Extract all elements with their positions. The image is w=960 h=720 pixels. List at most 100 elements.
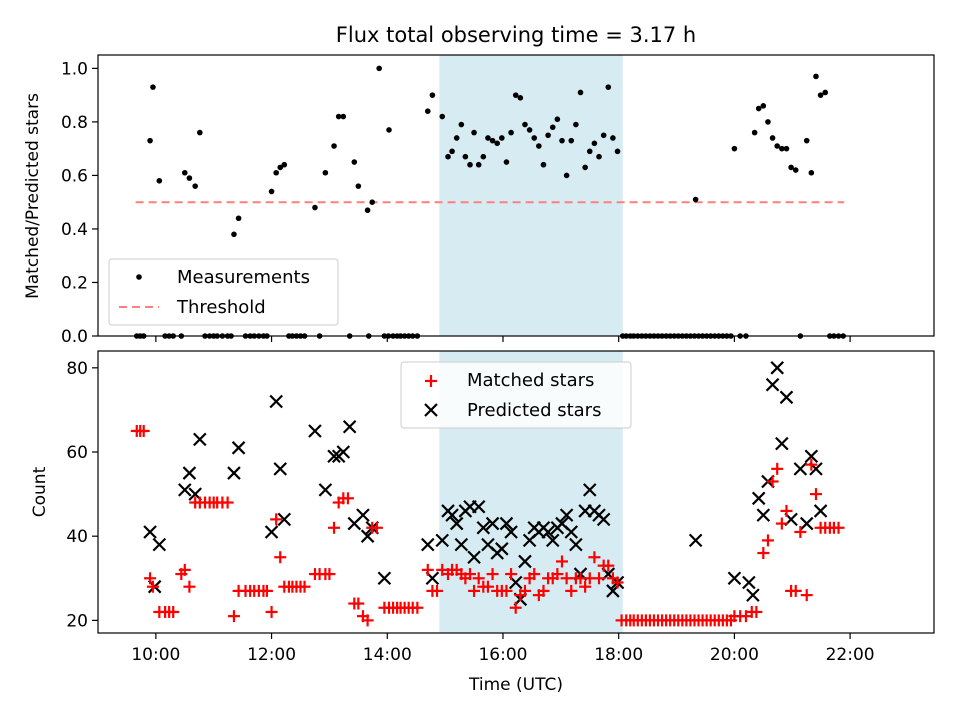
matched-star-point [528, 568, 541, 581]
measurement-point [600, 132, 607, 139]
measurement-point [614, 148, 621, 155]
x-tick-label: 20:00 [710, 645, 759, 665]
measurement-point [475, 161, 482, 168]
y-tick-label: 0.0 [61, 327, 88, 347]
measurement-point [369, 199, 376, 205]
matched-star-point [468, 584, 481, 597]
measurement-point [449, 148, 455, 155]
x-axis-label: Time (UTC) [468, 675, 563, 695]
measurement-point [453, 135, 460, 141]
matched-star-point [832, 521, 845, 534]
matched-star-point [588, 551, 601, 564]
measurement-point [355, 183, 362, 189]
predicted-star-point [804, 449, 819, 464]
matched-star-point [265, 605, 278, 618]
y-tick-label: 0.6 [61, 166, 88, 186]
matched-star-point [137, 424, 150, 437]
measurement-point [147, 137, 153, 144]
legend-measurements-marker [136, 274, 142, 280]
measurement-point [322, 169, 329, 176]
matched-star-point [789, 584, 802, 597]
predicted-star-point [746, 588, 760, 602]
measurement-point [545, 132, 551, 139]
measurement-point [494, 140, 500, 147]
matched-star-point [800, 589, 813, 602]
predicted-star-point [779, 390, 794, 405]
measurement-point [540, 161, 547, 168]
measurement-point [485, 135, 491, 141]
measurement-point [563, 172, 570, 179]
measurement-point [822, 89, 829, 96]
measurement-point [573, 121, 579, 128]
predicted-star-point [564, 525, 579, 539]
x-tick-label: 16:00 [478, 645, 527, 665]
matched-star-point [323, 568, 336, 581]
measurement-point [605, 84, 612, 90]
matched-star-point [593, 572, 606, 585]
matched-star-point [227, 610, 240, 623]
predicted-star-point [143, 525, 157, 539]
bottom-legend-box [400, 361, 632, 429]
measurement-point [268, 188, 275, 195]
predicted-star-point [182, 466, 197, 480]
predicted-star-point [231, 441, 246, 455]
predicted-star-point [454, 537, 469, 552]
predicted-star-point [756, 508, 771, 522]
predicted-star-point [688, 533, 703, 548]
measurement-point [197, 129, 203, 136]
measurement-point [351, 159, 358, 165]
measurement-point [559, 137, 565, 144]
predicted-star-point [569, 537, 583, 552]
predicted-star-point [435, 533, 450, 548]
matched-star-point [370, 521, 383, 534]
measurement-point [340, 113, 347, 120]
measurement-point [503, 159, 510, 165]
matched-star-point [805, 458, 818, 471]
predicted-star-point [775, 436, 789, 451]
measurement-point [439, 113, 446, 120]
measurement-point [788, 164, 794, 171]
legend-matched-marker [425, 375, 437, 387]
matched-star-point [509, 601, 522, 614]
y-tick-label: 40 [66, 527, 88, 547]
matched-star-point [551, 568, 564, 581]
matched-star-point [146, 580, 159, 593]
measurement-point [779, 145, 785, 152]
legend-threshold-label: Threshold [176, 297, 266, 318]
top-chart-title: Flux total observing time = 3.17 h [336, 23, 696, 47]
measurement-point [586, 148, 593, 155]
measurement-point [335, 113, 342, 120]
measurement-point [364, 207, 371, 214]
matched-star-point [221, 496, 234, 509]
bottom-panel: 20 40 60 80 10:00 12:00 14:00 16:00 18:00 20:00 2… [30, 350, 935, 695]
x-tick-label: 18:00 [594, 645, 643, 665]
bottom-y-axis-label: Count [30, 466, 50, 517]
predicted-star-point [308, 424, 322, 438]
measurement-point [273, 169, 279, 176]
predicted-star-point [541, 525, 555, 539]
x-tick-label: 14:00 [363, 645, 412, 665]
matched-star-point [481, 580, 494, 593]
matched-star-point [411, 601, 424, 614]
measurement-point [458, 121, 465, 128]
predicted-star-point [582, 483, 597, 497]
measurement-point [526, 127, 533, 133]
predicted-star-point [336, 445, 351, 459]
top-legend: Measurements Threshold [108, 258, 339, 326]
matched-star-point [579, 580, 592, 593]
predicted-star-point [449, 516, 464, 531]
predicted-star-point [467, 550, 481, 565]
x-tick-label: 10:00 [131, 645, 180, 665]
matched-star-point [298, 580, 311, 593]
measurement-point [808, 169, 815, 176]
y-tick-label: 60 [66, 443, 88, 463]
bottom-y-ticks: 20 40 60 80 [66, 359, 98, 631]
matched-star-point [270, 513, 283, 526]
bottom-matched-points [130, 424, 845, 627]
matched-star-point [328, 521, 341, 534]
measurement-point [792, 167, 799, 173]
predicted-star-point [420, 537, 435, 552]
predicted-star-point [545, 533, 560, 548]
matched-star-point [757, 547, 770, 560]
